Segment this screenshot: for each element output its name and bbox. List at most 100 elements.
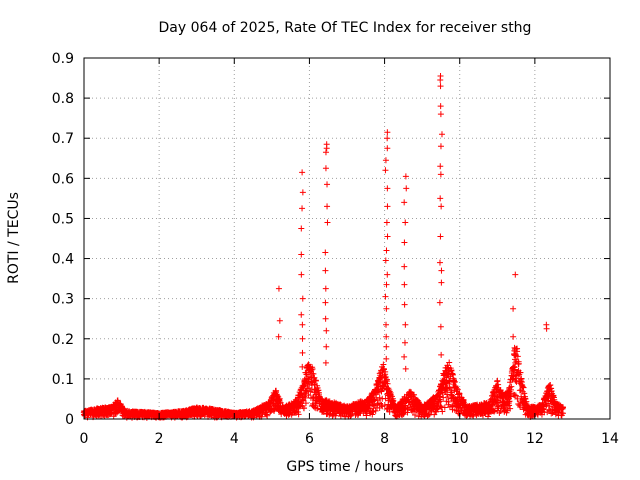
data-point xyxy=(384,233,391,240)
data-point xyxy=(438,203,445,210)
y-tick-label: 0.5 xyxy=(52,211,74,227)
data-point xyxy=(309,365,316,372)
x-tick-label: 8 xyxy=(380,431,389,447)
data-point xyxy=(299,205,306,212)
data-point xyxy=(382,157,389,164)
data-point xyxy=(383,219,390,226)
x-tick-label: 2 xyxy=(155,431,164,447)
data-point xyxy=(437,83,444,90)
data-point xyxy=(322,249,329,256)
data-point xyxy=(323,141,330,148)
data-point xyxy=(369,409,376,416)
data-point xyxy=(438,267,445,274)
data-point xyxy=(507,405,514,412)
y-tick-label: 0.2 xyxy=(52,332,74,348)
data-point xyxy=(512,392,519,399)
grid xyxy=(84,58,610,419)
data-point xyxy=(433,408,440,415)
x-tick-label: 6 xyxy=(305,431,314,447)
data-point xyxy=(438,131,445,138)
y-tick-label: 0.8 xyxy=(52,91,74,107)
data-point xyxy=(383,376,390,383)
data-point xyxy=(322,315,329,322)
data-point xyxy=(437,163,444,170)
data-point xyxy=(322,359,329,366)
data-point xyxy=(437,171,444,178)
data-point xyxy=(303,387,310,394)
data-point xyxy=(512,375,519,382)
data-point xyxy=(372,407,379,414)
data-point xyxy=(436,299,443,306)
chart-title: Day 064 of 2025, Rate Of TEC Index for r… xyxy=(159,20,532,36)
data-point xyxy=(308,367,315,374)
data-point xyxy=(383,321,390,328)
data-point xyxy=(304,381,311,388)
data-point xyxy=(517,369,524,376)
data-point xyxy=(277,399,284,406)
data-point xyxy=(436,393,443,400)
data-point xyxy=(376,394,383,401)
data-point xyxy=(518,375,525,382)
data-point xyxy=(295,411,302,418)
data-points xyxy=(80,73,566,421)
data-point xyxy=(302,400,309,407)
data-point xyxy=(491,408,498,415)
data-point xyxy=(545,406,552,413)
data-point xyxy=(264,412,271,419)
data-point xyxy=(441,404,448,411)
data-point xyxy=(543,321,550,328)
data-point xyxy=(511,347,518,354)
data-point xyxy=(515,401,522,408)
data-point xyxy=(323,343,330,350)
data-point xyxy=(322,165,329,172)
data-point xyxy=(515,358,522,365)
data-point xyxy=(299,169,306,176)
data-point xyxy=(425,412,432,419)
data-point xyxy=(491,392,498,399)
data-point xyxy=(401,339,408,346)
data-point xyxy=(456,390,463,397)
x-tick-label: 14 xyxy=(601,431,619,447)
data-point xyxy=(452,383,459,390)
x-axis-label: GPS time / hours xyxy=(286,459,403,475)
data-point xyxy=(437,323,444,330)
y-tick-label: 0.3 xyxy=(52,292,74,308)
data-point xyxy=(520,384,527,391)
data-point xyxy=(510,363,517,370)
data-point xyxy=(449,370,456,377)
y-axis-label: ROTI / TECUs xyxy=(6,192,22,284)
data-point xyxy=(363,412,370,419)
data-point xyxy=(401,281,408,288)
data-point xyxy=(382,293,389,300)
data-point xyxy=(559,404,566,411)
data-point xyxy=(276,317,283,324)
data-point xyxy=(510,333,517,340)
data-point xyxy=(446,384,453,391)
data-point xyxy=(259,410,266,417)
data-point xyxy=(444,394,451,401)
data-point xyxy=(382,167,389,174)
y-tick-label: 0.1 xyxy=(52,372,74,388)
data-point xyxy=(454,386,461,393)
data-point xyxy=(437,103,444,110)
data-point xyxy=(506,398,513,405)
data-point xyxy=(383,343,390,350)
data-point xyxy=(517,376,524,383)
data-point xyxy=(559,410,566,417)
y-tick-label: 0 xyxy=(65,412,74,428)
data-point xyxy=(383,305,390,312)
data-point xyxy=(347,412,354,419)
data-point xyxy=(384,135,391,142)
x-tick-label: 4 xyxy=(230,431,239,447)
data-point xyxy=(299,189,306,196)
data-point xyxy=(383,247,390,254)
data-point xyxy=(437,195,444,202)
data-point xyxy=(521,390,528,397)
data-point xyxy=(514,353,521,360)
data-point xyxy=(382,368,389,375)
x-tick-label: 12 xyxy=(526,431,544,447)
data-point xyxy=(383,281,390,288)
plot-frame xyxy=(83,57,611,420)
data-point xyxy=(402,173,409,180)
